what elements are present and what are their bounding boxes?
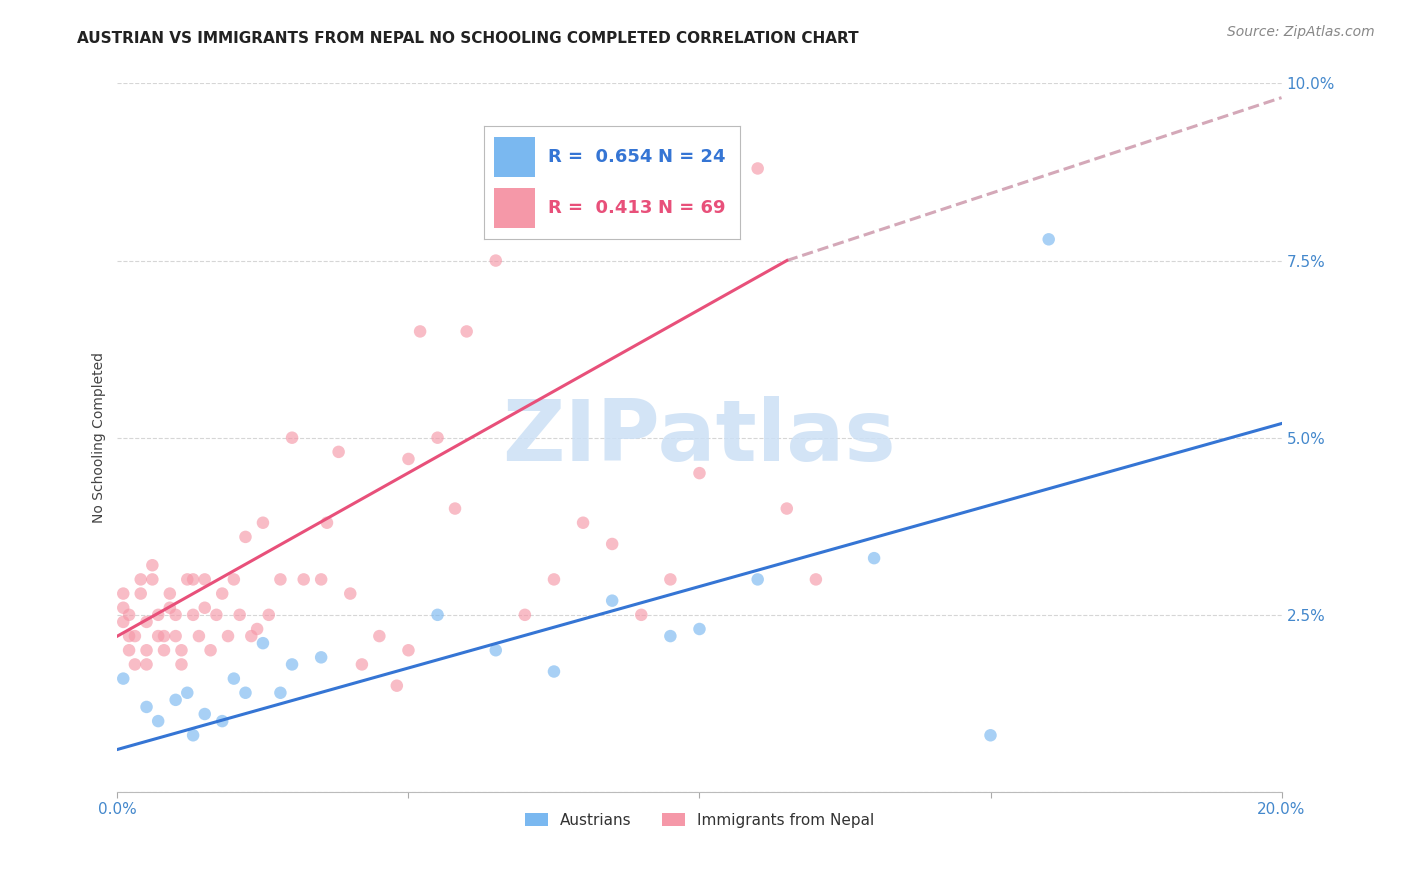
Point — [600, 537, 623, 551]
Point — [485, 643, 508, 657]
Point — [1038, 232, 1060, 246]
Point — [205, 607, 228, 622]
Point — [659, 573, 682, 587]
Point — [385, 679, 408, 693]
Point — [148, 714, 170, 728]
Point — [181, 573, 204, 587]
Point — [281, 657, 304, 672]
Point — [176, 573, 198, 587]
Point — [257, 607, 280, 622]
Point — [165, 629, 187, 643]
Point — [118, 643, 141, 657]
Text: AUSTRIAN VS IMMIGRANTS FROM NEPAL NO SCHOOLING COMPLETED CORRELATION CHART: AUSTRIAN VS IMMIGRANTS FROM NEPAL NO SCH… — [77, 31, 859, 46]
Point — [153, 643, 176, 657]
Point — [309, 650, 332, 665]
Point — [269, 573, 291, 587]
Point — [747, 161, 769, 176]
Point — [804, 573, 827, 587]
Text: Source: ZipAtlas.com: Source: ZipAtlas.com — [1227, 25, 1375, 39]
Point — [217, 629, 239, 643]
Point — [409, 325, 432, 339]
Point — [600, 593, 623, 607]
Point — [246, 622, 269, 636]
Point — [659, 629, 682, 643]
Point — [979, 728, 1001, 742]
Point — [776, 501, 799, 516]
Point — [240, 629, 263, 643]
Point — [124, 657, 146, 672]
Point — [747, 573, 769, 587]
Point — [211, 714, 233, 728]
Point — [118, 629, 141, 643]
Point — [181, 607, 204, 622]
Point — [148, 629, 170, 643]
Point — [129, 586, 152, 600]
Point — [426, 607, 449, 622]
Point — [688, 622, 710, 636]
Point — [135, 700, 157, 714]
Point — [170, 643, 193, 657]
Point — [112, 586, 135, 600]
Point — [309, 573, 332, 587]
Point — [194, 573, 217, 587]
Point — [269, 686, 291, 700]
Point — [543, 665, 565, 679]
Point — [159, 600, 181, 615]
Point — [165, 607, 187, 622]
Point — [170, 657, 193, 672]
Point — [112, 600, 135, 615]
Point — [444, 501, 467, 516]
Point — [228, 607, 250, 622]
Point — [118, 607, 141, 622]
Point — [688, 466, 710, 480]
Point — [181, 728, 204, 742]
Point — [112, 672, 135, 686]
Point — [398, 643, 420, 657]
Point — [543, 573, 565, 587]
Point — [235, 530, 257, 544]
Point — [513, 607, 536, 622]
Point — [222, 672, 245, 686]
Point — [350, 657, 373, 672]
Text: ZIPatlas: ZIPatlas — [502, 396, 897, 479]
Point — [129, 573, 152, 587]
Point — [863, 551, 886, 566]
Point — [124, 629, 146, 643]
Point — [328, 445, 350, 459]
Point — [194, 600, 217, 615]
Point — [141, 573, 163, 587]
Point — [485, 253, 508, 268]
Point — [187, 629, 209, 643]
Point — [194, 706, 217, 721]
Point — [148, 607, 170, 622]
Point — [176, 686, 198, 700]
Point — [630, 607, 652, 622]
Y-axis label: No Schooling Completed: No Schooling Completed — [93, 352, 107, 524]
Point — [572, 516, 595, 530]
Point — [135, 643, 157, 657]
Point — [222, 573, 245, 587]
Point — [456, 325, 478, 339]
Point — [135, 615, 157, 629]
Point — [200, 643, 222, 657]
Point — [141, 558, 163, 573]
Point — [135, 657, 157, 672]
Point — [252, 516, 274, 530]
Point — [252, 636, 274, 650]
Point — [316, 516, 339, 530]
Point — [292, 573, 315, 587]
Point — [165, 693, 187, 707]
Point — [153, 629, 176, 643]
Point — [235, 686, 257, 700]
Legend: Austrians, Immigrants from Nepal: Austrians, Immigrants from Nepal — [519, 806, 880, 834]
Point — [112, 615, 135, 629]
Point — [398, 452, 420, 467]
Point — [211, 586, 233, 600]
Point — [159, 586, 181, 600]
Point — [281, 431, 304, 445]
Point — [368, 629, 391, 643]
Point — [339, 586, 361, 600]
Point — [426, 431, 449, 445]
